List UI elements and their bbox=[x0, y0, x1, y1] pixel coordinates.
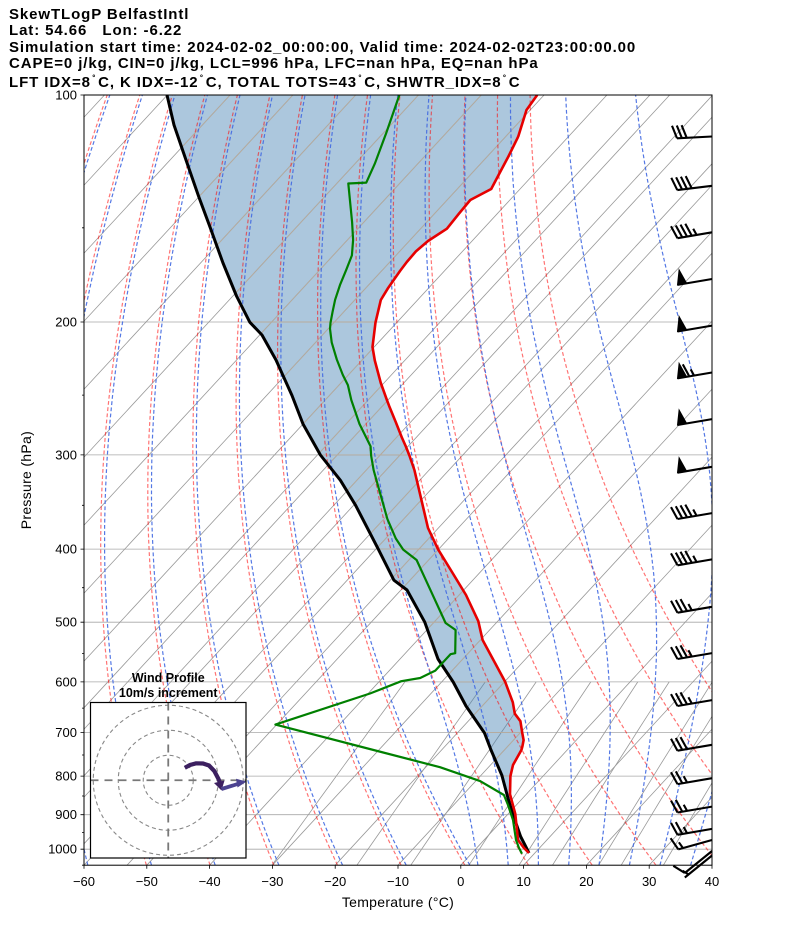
svg-text:800: 800 bbox=[55, 769, 77, 784]
svg-text:0: 0 bbox=[457, 874, 464, 889]
svg-text:−50: −50 bbox=[136, 874, 158, 889]
svg-text:600: 600 bbox=[55, 674, 77, 689]
svg-text:300: 300 bbox=[55, 447, 77, 462]
svg-text:10: 10 bbox=[516, 874, 530, 889]
svg-text:500: 500 bbox=[55, 615, 77, 630]
svg-text:100: 100 bbox=[55, 88, 77, 103]
svg-text:700: 700 bbox=[55, 725, 77, 740]
svg-text:20: 20 bbox=[579, 874, 593, 889]
svg-text:Pressure (hPa): Pressure (hPa) bbox=[18, 431, 34, 529]
svg-text:−10: −10 bbox=[387, 874, 409, 889]
svg-text:40: 40 bbox=[705, 874, 719, 889]
svg-text:−30: −30 bbox=[261, 874, 283, 889]
svg-text:900: 900 bbox=[55, 807, 77, 822]
svg-text:400: 400 bbox=[55, 542, 77, 557]
svg-text:−40: −40 bbox=[199, 874, 221, 889]
svg-text:−20: −20 bbox=[324, 874, 346, 889]
svg-text:Temperature (°C): Temperature (°C) bbox=[342, 894, 454, 910]
svg-text:10m/s increment: 10m/s increment bbox=[119, 686, 218, 700]
svg-text:−60: −60 bbox=[73, 874, 95, 889]
svg-text:1000: 1000 bbox=[48, 842, 77, 857]
svg-text:Wind Profile: Wind Profile bbox=[132, 671, 205, 685]
svg-text:200: 200 bbox=[55, 315, 77, 330]
svg-text:30: 30 bbox=[642, 874, 656, 889]
